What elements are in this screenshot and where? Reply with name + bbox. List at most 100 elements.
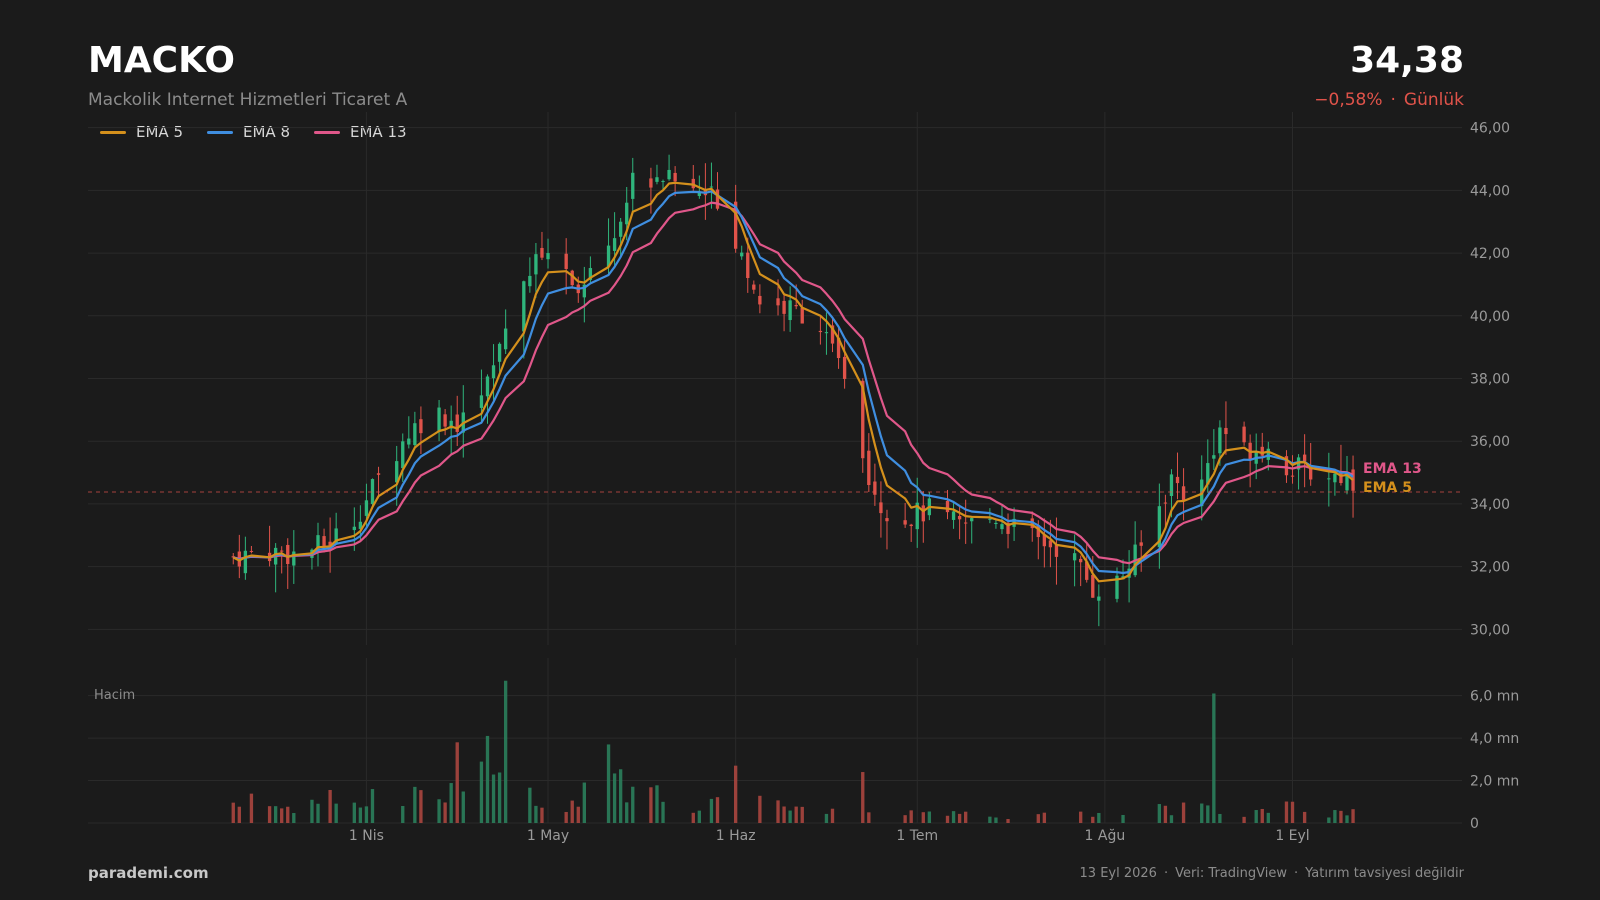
candle-body bbox=[758, 295, 762, 305]
legend-swatch-ema13 bbox=[314, 130, 340, 134]
date-tick-label: 1 Ağu bbox=[1085, 828, 1126, 844]
candle-body bbox=[491, 365, 496, 379]
candle-body bbox=[485, 376, 490, 397]
volume-bar bbox=[1042, 812, 1047, 823]
price-tick-label: 38,00 bbox=[1470, 372, 1510, 388]
volume-bar bbox=[237, 806, 241, 823]
volume-bar bbox=[794, 806, 798, 823]
candle-body bbox=[879, 502, 883, 514]
candle-body bbox=[1242, 426, 1246, 443]
volume-tick-label: 4,0 mn bbox=[1470, 731, 1519, 747]
candle-body bbox=[1115, 575, 1119, 599]
candle-body bbox=[1181, 486, 1186, 501]
candle-body bbox=[358, 521, 363, 529]
volume-bar bbox=[292, 813, 296, 823]
volume-bar bbox=[1036, 814, 1040, 823]
company-name: Mackolik Internet Hizmetleri Ticaret A bbox=[88, 90, 408, 110]
volume-bar bbox=[1242, 816, 1246, 823]
candle-body bbox=[588, 268, 593, 280]
volume-bar bbox=[576, 806, 580, 823]
candle-body bbox=[667, 169, 671, 180]
candle-body bbox=[909, 524, 913, 527]
volume-bar bbox=[1169, 815, 1174, 823]
volume-bar bbox=[824, 813, 829, 823]
volume-bar bbox=[830, 808, 835, 823]
ema8-line bbox=[232, 190, 1354, 575]
candle-body bbox=[370, 479, 375, 504]
volume-bar bbox=[564, 811, 568, 823]
volume-bar bbox=[1266, 812, 1270, 823]
volume-bar bbox=[631, 786, 635, 823]
candle-body bbox=[1224, 427, 1228, 435]
candle-body bbox=[752, 284, 756, 290]
grid-lines bbox=[88, 112, 1462, 824]
candle-body bbox=[631, 172, 635, 199]
candle-body bbox=[1266, 448, 1270, 460]
legend-swatch-ema8 bbox=[207, 130, 233, 134]
volume-bar bbox=[1212, 693, 1216, 823]
candle-body bbox=[1290, 475, 1295, 477]
volume-bar bbox=[273, 806, 278, 823]
candle-body bbox=[794, 305, 798, 307]
price-change-percent: −0,58% bbox=[1314, 90, 1383, 110]
candle-body bbox=[861, 380, 865, 459]
volume-bar bbox=[1260, 808, 1264, 823]
volume-bar bbox=[988, 816, 992, 823]
candle-body bbox=[1091, 574, 1095, 598]
date-tick-label: 1 Nis bbox=[349, 828, 384, 844]
price-tick-label: 36,00 bbox=[1470, 434, 1510, 450]
volume-bar bbox=[280, 808, 284, 823]
ema13-end-label: EMA 13 bbox=[1363, 461, 1422, 477]
candle-body bbox=[818, 330, 823, 333]
candle-body bbox=[1206, 463, 1210, 485]
volume-bar bbox=[370, 789, 375, 823]
candle-body bbox=[437, 407, 441, 431]
candle-body bbox=[618, 221, 623, 237]
candle-body bbox=[316, 535, 320, 553]
candle-body bbox=[824, 332, 829, 334]
candle-body bbox=[292, 551, 296, 566]
volume-bar bbox=[964, 811, 968, 823]
candle-body bbox=[243, 550, 248, 574]
candle-body bbox=[673, 172, 677, 182]
candle-body bbox=[413, 423, 417, 446]
volume-bar bbox=[951, 811, 956, 823]
footer-source: Veri: TradingView bbox=[1175, 866, 1287, 881]
volume-bar bbox=[927, 811, 932, 823]
volume-bar bbox=[534, 805, 538, 823]
candle-body bbox=[286, 544, 290, 564]
ema13-line bbox=[233, 201, 1354, 565]
candle-body bbox=[1175, 476, 1180, 484]
brand-logo-text[interactable]: parademi.com bbox=[88, 864, 209, 882]
candle-body bbox=[951, 511, 956, 520]
volume-bar bbox=[1327, 817, 1331, 823]
volume-bar bbox=[1339, 810, 1343, 823]
candle-body bbox=[1157, 506, 1162, 548]
candle-body bbox=[1139, 542, 1143, 546]
volume-bar bbox=[401, 805, 405, 823]
candle-body bbox=[788, 300, 792, 321]
candle-body bbox=[528, 275, 532, 287]
timeframe-label: Günlük bbox=[1403, 90, 1464, 110]
candle-body bbox=[612, 238, 617, 251]
candle-body bbox=[655, 177, 659, 182]
volume-bar bbox=[1097, 812, 1101, 823]
price-tick-label: 34,00 bbox=[1470, 497, 1510, 513]
candle-body bbox=[885, 518, 889, 522]
volume-bar bbox=[358, 807, 363, 823]
footer-meta: 13 Eyl 2026 · Veri: TradingView · Yatırım ta… bbox=[1080, 866, 1464, 881]
volume-bar bbox=[334, 803, 338, 823]
candle-body bbox=[800, 307, 804, 324]
volume-bar bbox=[286, 806, 290, 823]
candle-body bbox=[957, 516, 962, 520]
volume-bar bbox=[364, 806, 369, 823]
candle-body bbox=[970, 518, 974, 522]
volume-bar bbox=[443, 802, 447, 823]
candle-body bbox=[1042, 534, 1047, 547]
candle-body bbox=[322, 536, 326, 546]
volume-bar bbox=[649, 787, 653, 823]
candle-body bbox=[830, 325, 835, 344]
candle-body bbox=[280, 550, 284, 552]
volume-bar bbox=[316, 803, 320, 823]
